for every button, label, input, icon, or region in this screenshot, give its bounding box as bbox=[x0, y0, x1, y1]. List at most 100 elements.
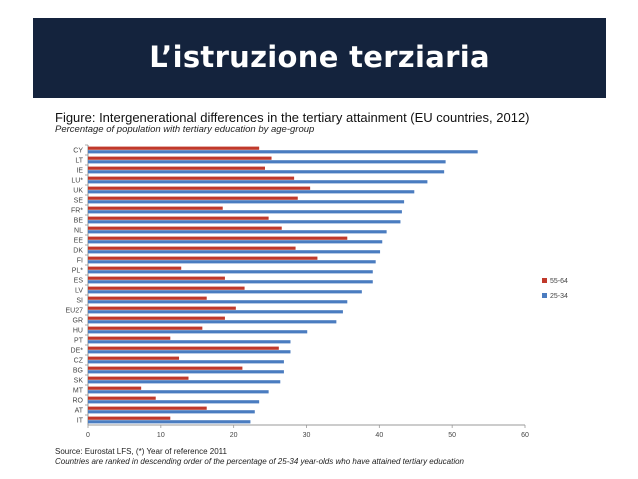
category-label: RO bbox=[73, 398, 84, 405]
bar-55-64-MT bbox=[88, 386, 142, 390]
category-label: BE bbox=[74, 218, 84, 225]
legend-swatch-25-34 bbox=[542, 293, 547, 298]
bar-25-34-CY bbox=[88, 150, 478, 154]
bar-25-34-UK bbox=[88, 190, 415, 194]
bar-55-64-UK bbox=[88, 186, 311, 190]
legend-label: 55-64 bbox=[550, 278, 568, 285]
bar-25-34-SK bbox=[88, 380, 281, 384]
category-label: FR* bbox=[71, 208, 83, 215]
bar-25-34-PT bbox=[88, 340, 291, 344]
bar-55-64-CY bbox=[88, 146, 260, 150]
bar-55-64-SI bbox=[88, 296, 207, 300]
bar-55-64-CZ bbox=[88, 356, 180, 360]
category-label: AT bbox=[75, 408, 84, 415]
bar-55-64-FI bbox=[88, 256, 318, 260]
category-label: UK bbox=[73, 188, 83, 195]
x-tick-label: 60 bbox=[521, 432, 529, 439]
category-label: CY bbox=[73, 148, 83, 155]
figure-title: Figure: Intergenerational differences in… bbox=[55, 110, 530, 125]
bar-55-64-HU bbox=[88, 326, 203, 330]
bar-55-64-BE bbox=[88, 216, 269, 220]
category-label: HU bbox=[73, 328, 83, 335]
x-tick-label: 50 bbox=[448, 432, 456, 439]
bar-25-34-MT bbox=[88, 390, 269, 394]
bar-25-34-PL* bbox=[88, 270, 373, 274]
category-label: GR bbox=[73, 318, 84, 325]
category-label: LV bbox=[75, 288, 83, 295]
category-label: SE bbox=[74, 198, 84, 205]
x-tick-label: 0 bbox=[86, 432, 90, 439]
figure-subtitle: Percentage of population with tertiary e… bbox=[55, 124, 315, 135]
category-label: LU* bbox=[71, 178, 83, 185]
category-label: BG bbox=[73, 368, 83, 375]
bar-55-64-DK bbox=[88, 246, 296, 250]
bar-25-34-DK bbox=[88, 250, 381, 254]
category-label: IE bbox=[76, 168, 83, 175]
bar-55-64-BG bbox=[88, 366, 243, 370]
bar-25-34-CZ bbox=[88, 360, 284, 364]
category-label: EE bbox=[74, 238, 84, 245]
bar-55-64-IT bbox=[88, 416, 171, 420]
category-label: CZ bbox=[74, 358, 84, 365]
bar-55-64-EE bbox=[88, 236, 348, 240]
category-label: DK bbox=[73, 248, 83, 255]
bar-55-64-AT bbox=[88, 406, 207, 410]
figure-source: Source: Eurostat LFS, (*) Year of refere… bbox=[55, 447, 227, 456]
bar-55-64-ES bbox=[88, 276, 225, 280]
bar-25-34-EU27 bbox=[88, 310, 343, 314]
bar-25-34-HU bbox=[88, 330, 308, 334]
bar-55-64-DE* bbox=[88, 346, 279, 350]
bar-55-64-IE bbox=[88, 166, 265, 170]
category-label: PT bbox=[74, 338, 84, 345]
bar-55-64-PT bbox=[88, 336, 171, 340]
category-label: LT bbox=[75, 158, 83, 165]
bar-55-64-NL bbox=[88, 226, 282, 230]
bar-25-34-NL bbox=[88, 230, 387, 234]
category-label: SK bbox=[74, 378, 84, 385]
x-tick-label: 10 bbox=[157, 432, 165, 439]
x-tick-label: 20 bbox=[230, 432, 238, 439]
bar-25-34-LV bbox=[88, 290, 362, 294]
figure-note: Countries are ranked in descending order… bbox=[55, 457, 464, 466]
bar-55-64-EU27 bbox=[88, 306, 236, 310]
bar-25-34-FR* bbox=[88, 210, 402, 214]
category-label: NL bbox=[74, 228, 83, 235]
x-tick-label: 40 bbox=[375, 432, 383, 439]
category-label: SI bbox=[76, 298, 83, 305]
bar-25-34-FI bbox=[88, 260, 376, 264]
bar-25-34-EE bbox=[88, 240, 383, 244]
bar-25-34-GR bbox=[88, 320, 337, 324]
category-label: MT bbox=[73, 388, 84, 395]
bar-25-34-BG bbox=[88, 370, 284, 374]
bar-25-34-LT bbox=[88, 160, 446, 164]
bar-25-34-DE* bbox=[88, 350, 291, 354]
category-label: ES bbox=[74, 278, 84, 285]
bar-25-34-SI bbox=[88, 300, 348, 304]
bar-25-34-AT bbox=[88, 410, 255, 414]
bar-25-34-IE bbox=[88, 170, 445, 174]
bar-55-64-FR* bbox=[88, 206, 223, 210]
bar-55-64-SE bbox=[88, 196, 298, 200]
category-label: IT bbox=[77, 418, 84, 425]
bar-55-64-LT bbox=[88, 156, 272, 160]
bar-55-64-GR bbox=[88, 316, 225, 320]
category-label: PL* bbox=[72, 268, 84, 275]
bar-55-64-LV bbox=[88, 286, 245, 290]
slide-title: L’istruzione terziaria bbox=[149, 40, 490, 74]
bar-55-64-LU* bbox=[88, 176, 295, 180]
bar-55-64-PL* bbox=[88, 266, 182, 270]
category-label: EU27 bbox=[65, 308, 83, 315]
legend-swatch-55-64 bbox=[542, 278, 547, 283]
bar-55-64-RO bbox=[88, 396, 156, 400]
category-label: DE* bbox=[71, 348, 84, 355]
bar-25-34-LU* bbox=[88, 180, 428, 184]
x-tick-label: 30 bbox=[303, 432, 311, 439]
bar-25-34-BE bbox=[88, 220, 401, 224]
bar-25-34-ES bbox=[88, 280, 373, 284]
bar-25-34-IT bbox=[88, 420, 251, 424]
bar-55-64-SK bbox=[88, 376, 189, 380]
bar-25-34-RO bbox=[88, 400, 260, 404]
bar-25-34-SE bbox=[88, 200, 405, 204]
legend-label: 25-34 bbox=[550, 293, 568, 300]
title-banner: L’istruzione terziaria bbox=[33, 18, 606, 98]
